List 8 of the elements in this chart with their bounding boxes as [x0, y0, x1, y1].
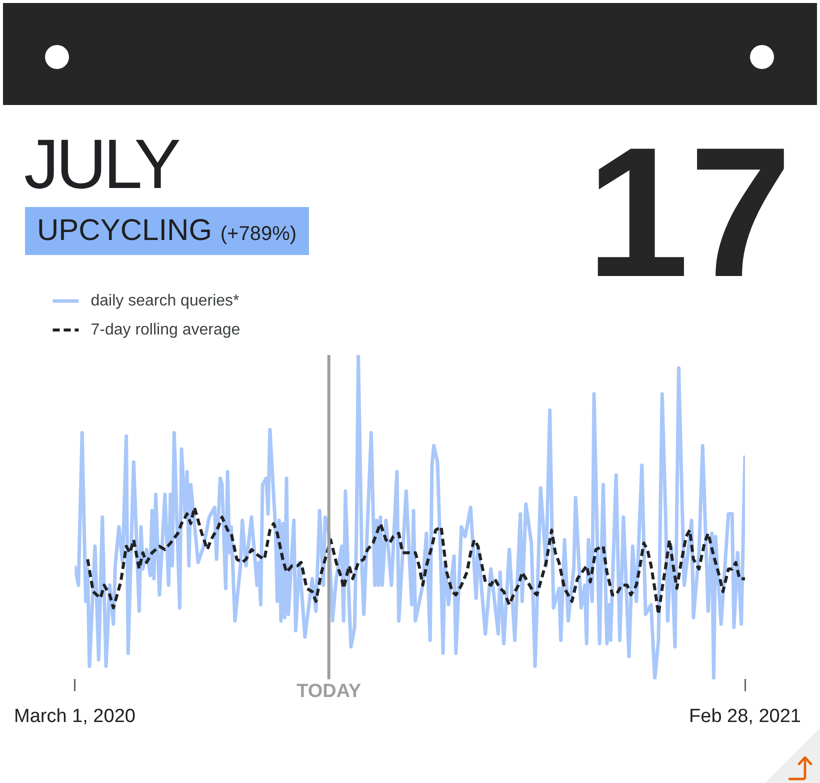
- chart-subtitle: UPCYCLING (+789%): [25, 207, 309, 255]
- x-tick-label: Feb 28, 2021: [689, 706, 801, 727]
- text: 17: [586, 110, 792, 316]
- legend-label: 7-day rolling average: [90, 321, 240, 338]
- ref-line-label: TODAY: [296, 680, 362, 702]
- legend-label: daily search queries*: [90, 292, 240, 310]
- x-tick-label: March 1, 2020: [14, 706, 136, 727]
- chart-title: JULY: [24, 125, 178, 203]
